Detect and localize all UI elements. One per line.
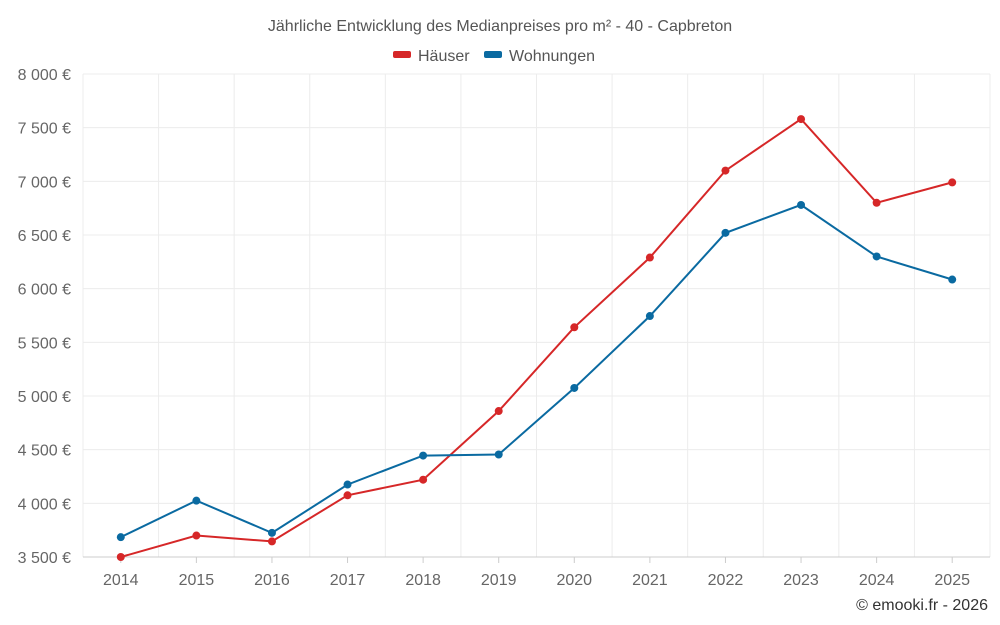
data-point-wohnungen bbox=[797, 200, 806, 209]
legend-swatch-haeuser bbox=[393, 51, 411, 58]
data-point-haeuser bbox=[872, 198, 881, 207]
legend-swatch-wohnungen bbox=[484, 51, 502, 58]
data-point-haeuser bbox=[948, 178, 957, 187]
data-point-wohnungen bbox=[192, 496, 201, 505]
x-tick-label: 2017 bbox=[330, 572, 366, 589]
y-axis-ticks: 3 500 € 4 000 € 4 500 € 5 000 € 5 500 € 6 000… bbox=[18, 67, 71, 567]
data-point-wohnungen bbox=[419, 451, 428, 460]
data-point-haeuser bbox=[343, 491, 352, 500]
data-point-haeuser bbox=[797, 115, 806, 124]
y-tick-label: 8 000 € bbox=[18, 67, 71, 84]
x-tick-label: 2022 bbox=[708, 572, 744, 589]
data-point-haeuser bbox=[192, 531, 201, 540]
series-line-wohnungen bbox=[120, 203, 953, 539]
x-tick-label: 2021 bbox=[632, 572, 668, 589]
credit-text: © emooki.fr - 2026 bbox=[856, 597, 988, 614]
data-point-wohnungen bbox=[267, 528, 276, 537]
x-tick-label: 2014 bbox=[103, 572, 139, 589]
x-tick-label: 2016 bbox=[254, 572, 290, 589]
x-tick-label: 2023 bbox=[783, 572, 819, 589]
data-point-wohnungen bbox=[721, 228, 730, 237]
series-line-haeuser bbox=[120, 117, 953, 558]
data-point-wohnungen bbox=[948, 275, 957, 284]
x-tick-label: 2024 bbox=[859, 572, 895, 589]
series-haeuser bbox=[116, 115, 957, 561]
data-point-wohnungen bbox=[116, 533, 125, 542]
y-tick-label: 5 500 € bbox=[18, 335, 71, 352]
data-point-wohnungen bbox=[872, 252, 881, 261]
y-tick-label: 3 500 € bbox=[18, 550, 71, 567]
legend: Häuser Wohnungen bbox=[393, 48, 595, 65]
x-tick-label: 2025 bbox=[934, 572, 970, 589]
y-tick-label: 7 500 € bbox=[18, 121, 71, 138]
gridlines bbox=[82, 73, 991, 558]
data-point-haeuser bbox=[116, 553, 125, 561]
data-point-wohnungen bbox=[494, 450, 503, 459]
x-tick-label: 2019 bbox=[481, 572, 517, 589]
y-tick-label: 6 000 € bbox=[18, 282, 71, 299]
data-point-wohnungen bbox=[343, 480, 352, 489]
x-tick-label: 2015 bbox=[179, 572, 215, 589]
series-group bbox=[116, 115, 957, 561]
data-point-haeuser bbox=[494, 407, 503, 416]
y-tick-label: 4 000 € bbox=[18, 496, 71, 513]
data-point-wohnungen bbox=[645, 312, 654, 321]
chart-title: Jährliche Entwicklung des Medianpreises … bbox=[268, 18, 732, 35]
y-tick-label: 7 000 € bbox=[18, 174, 71, 191]
x-axis-ticks: 2014 2015 2016 2017 2018 2019 2020 2021 2022 2023… bbox=[103, 557, 970, 589]
y-tick-label: 6 500 € bbox=[18, 228, 71, 245]
data-point-haeuser bbox=[419, 475, 428, 484]
y-tick-label: 4 500 € bbox=[18, 443, 71, 460]
legend-label-haeuser: Häuser bbox=[418, 48, 470, 65]
x-tick-label: 2020 bbox=[556, 572, 592, 589]
data-point-haeuser bbox=[267, 537, 276, 546]
x-tick-label: 2018 bbox=[405, 572, 441, 589]
data-point-haeuser bbox=[645, 253, 654, 262]
data-point-wohnungen bbox=[570, 383, 579, 392]
legend-label-wohnungen: Wohnungen bbox=[509, 48, 595, 65]
series-wohnungen bbox=[116, 200, 957, 542]
y-tick-label: 5 000 € bbox=[18, 389, 71, 406]
data-point-haeuser bbox=[570, 323, 579, 332]
data-point-haeuser bbox=[721, 166, 730, 175]
